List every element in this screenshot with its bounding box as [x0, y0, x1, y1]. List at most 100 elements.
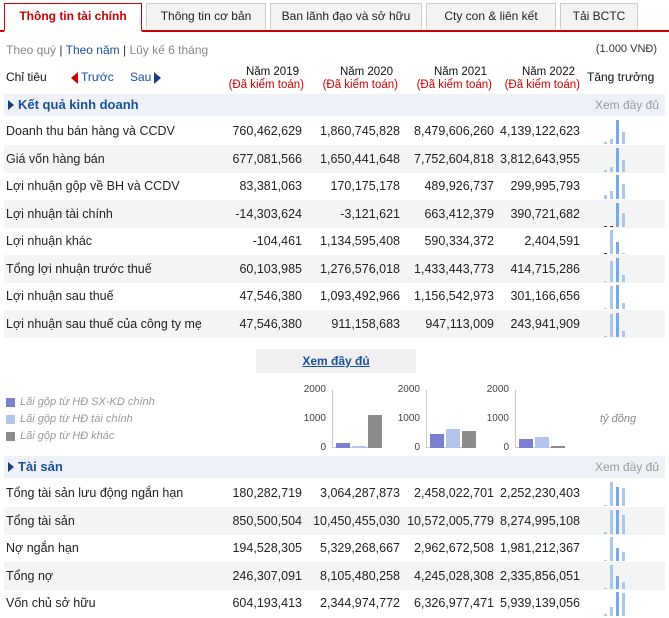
- table-header: Chỉ tiêu Trước Sau Năm 2019 (Đã kiểm toán…: [0, 62, 669, 94]
- table-row: Doanh thu bán hàng và CCDV 760,462,629 1,8…: [4, 117, 665, 145]
- sparkline-bar: [610, 260, 613, 282]
- prev-button[interactable]: Trước: [71, 70, 114, 84]
- tab-download-reports[interactable]: Tải BCTC: [560, 3, 638, 29]
- gross-profit-mini-chart: 2000 1000 0: [473, 384, 565, 454]
- row-value: 10,450,455,030: [313, 513, 400, 528]
- sparkline-bar: [604, 531, 607, 534]
- sparkline-bar: [604, 142, 607, 144]
- row-value: 3,064,287,873: [320, 486, 400, 500]
- row-label: Lợi nhuận sau thuế: [6, 289, 114, 303]
- sparkline-bar: [622, 488, 625, 506]
- sparkline-bar: [604, 253, 607, 254]
- tab-management-ownership[interactable]: Ban lãnh đạo và sở hữu: [270, 3, 422, 29]
- sparkline-bar: [604, 614, 607, 616]
- period-quarter-link[interactable]: Theo quý: [6, 43, 57, 57]
- view-full-button[interactable]: Xem đầy đủ: [256, 349, 416, 373]
- row-value: 1,981,212,367: [500, 541, 580, 555]
- sparkline-bar: [616, 509, 619, 534]
- row-value: 1,650,441,648: [320, 151, 400, 166]
- row-value: 60,103,985: [239, 261, 302, 276]
- sparkline-bar: [604, 280, 607, 282]
- row-label: Lợi nhuận khác: [6, 234, 93, 248]
- sparkline-bar: [610, 230, 613, 254]
- row-value: 5,329,268,667: [320, 541, 400, 555]
- period-year-link[interactable]: Theo năm: [65, 43, 120, 57]
- row-value: 2,335,856,051: [500, 568, 580, 583]
- row-label: Lợi nhuận tài chính: [6, 206, 113, 221]
- row-label: Vốn chủ sở hữu: [6, 596, 96, 610]
- growth-sparkline: [604, 201, 632, 227]
- row-value: 2,344,974,772: [320, 596, 400, 610]
- row-label: Tổng tài sản: [6, 513, 75, 528]
- chart-bar: [446, 429, 460, 448]
- sparkline-bar: [604, 195, 607, 199]
- sparkline-bar: [616, 575, 619, 589]
- row-value: 4,139,122,623: [500, 124, 580, 138]
- growth-sparkline: [604, 256, 632, 282]
- table-row: Nợ ngắn hạn 194,528,305 5,329,268,667 2,962…: [4, 534, 665, 562]
- row-value: -104,461: [252, 234, 302, 248]
- section-business-results: Kết quả kinh doanh Xem đầy đủ: [4, 94, 665, 116]
- row-value: 8,274,995,108: [500, 513, 580, 528]
- growth-sparkline: [604, 118, 632, 144]
- row-value: 1,433,443,773: [414, 261, 494, 276]
- tick-label: 0: [414, 442, 420, 453]
- currency-unit: (1.000 VNĐ): [595, 43, 657, 55]
- sparkline-bar: [616, 548, 619, 561]
- sparkline-bar: [604, 560, 607, 561]
- legend-item: Lãi gộp từ HĐ tài chính: [6, 411, 155, 428]
- row-value: 301,166,656: [510, 289, 580, 303]
- chart-bar: [551, 446, 565, 448]
- row-value: 5,939,139,056: [500, 596, 580, 610]
- sparkline-bar: [616, 120, 619, 144]
- row-value: 604,193,413: [232, 596, 302, 610]
- table-row: Tổng tài sản lưu động ngắn hạn 180,282,71…: [4, 479, 665, 507]
- sparkline-bar: [622, 132, 625, 144]
- row-label: Tổng nợ: [6, 568, 54, 583]
- sparkline-bar: [610, 191, 613, 199]
- row-value: 1,134,595,408: [320, 234, 400, 248]
- arrow-right-icon: [154, 71, 162, 84]
- tick-label: 2000: [486, 384, 509, 395]
- table-row: Tổng lợi nhuận trước thuế 60,103,985 1,276…: [4, 254, 665, 283]
- growth-column-header: Tăng trưởng: [587, 70, 655, 84]
- period-selector: Theo quý | Theo năm | Lũy kế 6 tháng: [6, 43, 208, 57]
- table-row: Tổng tài sản 850,500,504 10,450,455,030 10,…: [4, 506, 665, 535]
- gross-profit-mini-chart: 2000 1000 0: [290, 384, 382, 454]
- row-label: Nợ ngắn hạn: [6, 541, 79, 555]
- row-value: 1,276,576,018: [320, 261, 400, 276]
- row-value: 677,081,566: [232, 151, 302, 166]
- period-ytd-link[interactable]: Lũy kế 6 tháng: [129, 43, 209, 57]
- row-label: Tổng lợi nhuận trước thuế: [6, 261, 152, 276]
- sparkline-bar: [610, 225, 613, 227]
- sparkline-bar: [622, 303, 625, 309]
- tab-bar: Thông tin tài chính Thông tin cơ bản Ban…: [0, 0, 669, 32]
- sparkline-bar: [616, 285, 619, 309]
- indicator-column-header: Chỉ tiêu: [6, 70, 47, 84]
- growth-sparkline: [604, 563, 632, 589]
- tab-financial-info[interactable]: Thông tin tài chính: [4, 3, 142, 32]
- next-button[interactable]: Sau: [130, 70, 162, 84]
- tab-basic-info[interactable]: Thông tin cơ bản: [146, 3, 266, 29]
- sparkline-bar: [622, 184, 625, 199]
- growth-sparkline: [604, 311, 632, 337]
- sparkline-bar: [610, 139, 613, 144]
- sparkline-bar: [610, 564, 613, 589]
- sparkline-bar: [610, 537, 613, 561]
- sparkline-bar: [616, 487, 619, 506]
- growth-sparkline: [604, 480, 632, 506]
- sparkline-bar: [616, 257, 619, 282]
- row-value: 414,715,286: [510, 261, 580, 276]
- view-full-link[interactable]: Xem đầy đủ: [594, 460, 659, 474]
- unit-label: tỷ đồng: [600, 413, 637, 425]
- row-label: Giá vốn hàng bán: [6, 151, 105, 166]
- sparkline-bar: [604, 308, 607, 309]
- sparkline-bar: [622, 253, 625, 254]
- chart-bar: [535, 437, 549, 448]
- sparkline-bar: [610, 607, 613, 616]
- period-separator: |: [56, 43, 66, 57]
- sparkline-bar: [622, 593, 625, 616]
- tab-subsidiaries[interactable]: Cty con & liên kết: [426, 3, 556, 29]
- view-full-link[interactable]: Xem đầy đủ: [594, 98, 659, 112]
- row-value: 850,500,504: [232, 513, 302, 528]
